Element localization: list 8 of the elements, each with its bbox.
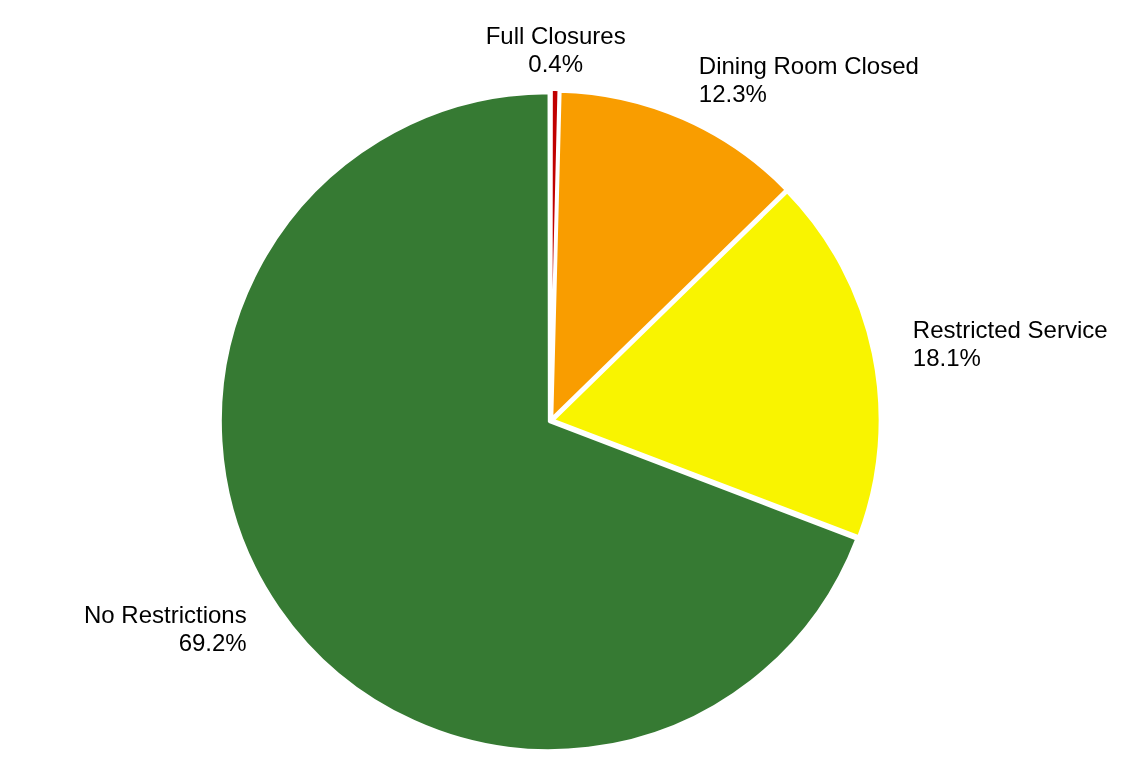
slice-label: Full Closures bbox=[485, 21, 626, 49]
slice-label: Restricted Service bbox=[912, 316, 1108, 344]
data-label: 12.3% bbox=[698, 80, 767, 108]
data-label: 69.2% bbox=[178, 628, 247, 656]
slice-label: No Restrictions bbox=[83, 600, 247, 628]
slice-label: Dining Room Closed bbox=[698, 52, 919, 80]
data-label: 0.4% bbox=[528, 49, 583, 77]
data-label: 18.1% bbox=[912, 344, 981, 372]
